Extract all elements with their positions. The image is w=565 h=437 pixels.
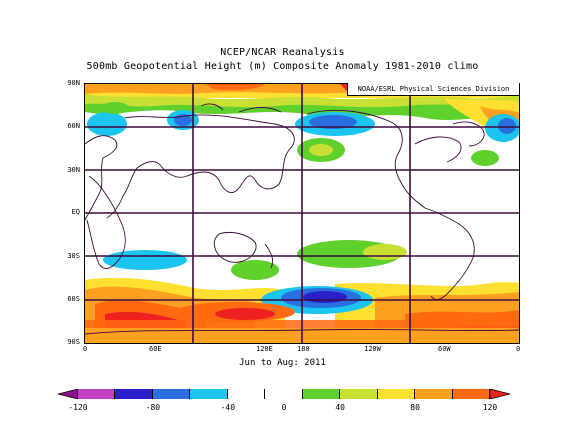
color-scale-segment [377, 389, 416, 399]
grid-lines [85, 84, 519, 343]
map-canvas [85, 84, 519, 343]
northern-positive-cells [101, 102, 499, 166]
color-scale-tick-label: -80 [145, 403, 161, 412]
lat-label-60n: 60N [67, 122, 80, 130]
date-range-label: Jun to Aug: 2011 [239, 358, 326, 368]
chart-subtitle: 500mb Geopotential Height (m) Composite … [86, 61, 479, 72]
northern-negative-cells [87, 110, 519, 142]
color-scale-segment [227, 389, 266, 399]
lon-label-120w: 120W [364, 345, 381, 353]
color-scale-tick-label: 120 [482, 403, 498, 412]
lon-label-0-right: 0 [516, 345, 521, 353]
color-scale-tick-label: 80 [410, 403, 420, 412]
lon-label-60e: 60E [149, 345, 162, 353]
color-scale-tick-label: 0 [281, 403, 287, 412]
lon-label-60w: 60W [438, 345, 451, 353]
lat-label-90n: 90N [67, 79, 80, 87]
chart-title: NCEP/NCAR Reanalysis [220, 47, 345, 58]
coastlines [85, 103, 519, 335]
color-scale-bar [58, 389, 510, 399]
color-scale-segment [190, 389, 228, 399]
color-scale-segment [265, 389, 303, 399]
lat-label-30n: 30N [67, 166, 80, 174]
color-scale-segment [152, 389, 191, 399]
color-scale-tick-label: -40 [220, 403, 236, 412]
anomaly-map [84, 83, 520, 344]
lat-label-60s: 60S [67, 295, 80, 303]
lon-label-180: 180 [297, 345, 310, 353]
color-scale-segment [115, 389, 153, 399]
color-scale-tick-label: 40 [335, 403, 345, 412]
credit-label: NOAA/ESRL Physical Sciences Division [347, 83, 519, 96]
color-scale-segment [452, 389, 490, 399]
color-scale-segment [340, 389, 378, 399]
lon-label-120e: 120E [256, 345, 273, 353]
lon-label-0: 0 [83, 345, 88, 353]
lat-label-90s: 90S [67, 338, 80, 346]
lat-label-eq: EQ [71, 208, 80, 216]
color-scale-segment [415, 389, 453, 399]
color-scale-segment [302, 389, 341, 399]
color-scale-segment [78, 389, 116, 399]
lat-label-30s: 30S [67, 252, 80, 260]
color-scale-tick-label: -120 [68, 403, 88, 412]
